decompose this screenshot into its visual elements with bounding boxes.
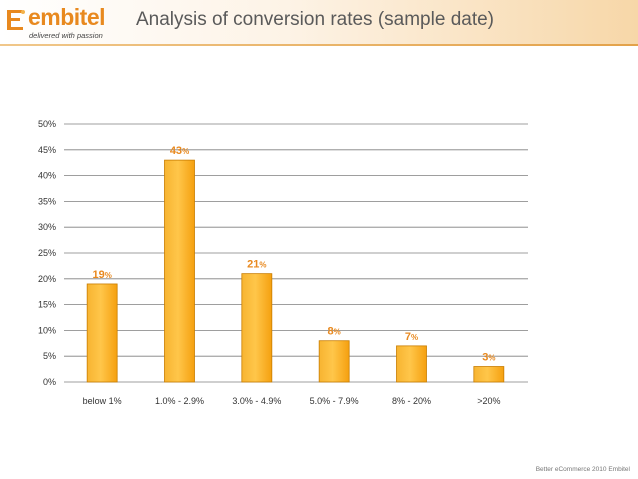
y-tick-label: 0% xyxy=(43,377,56,387)
data-label: 19% xyxy=(92,269,111,281)
bar xyxy=(473,366,505,383)
x-category-label: >20% xyxy=(477,396,500,406)
header-divider xyxy=(0,44,638,46)
bar xyxy=(164,159,195,383)
embitel-logo: embitel delivered with passion xyxy=(4,4,122,42)
data-label: 21% xyxy=(247,259,266,271)
data-label: 3% xyxy=(482,352,495,364)
x-category-label: 8% - 20% xyxy=(392,396,431,406)
logo-tagline: delivered with passion xyxy=(29,31,103,40)
x-category-label: 3.0% - 4.9% xyxy=(232,396,281,406)
x-category-label: below 1% xyxy=(83,396,122,406)
bar xyxy=(86,283,118,383)
embitel-logo-mark-icon xyxy=(7,10,25,30)
data-label: 8% xyxy=(328,326,341,338)
bar xyxy=(396,345,427,383)
y-tick-label: 35% xyxy=(38,196,56,206)
bar xyxy=(318,340,350,383)
y-tick-label: 15% xyxy=(38,300,56,310)
y-tick-label: 50% xyxy=(38,119,56,129)
y-tick-label: 25% xyxy=(38,248,56,258)
page-title: Analysis of conversion rates (sample dat… xyxy=(136,9,494,30)
y-tick-label: 20% xyxy=(38,274,56,284)
y-tick-label: 5% xyxy=(43,351,56,361)
y-tick-label: 45% xyxy=(38,145,56,155)
data-label: 43% xyxy=(170,145,189,157)
slide-header xyxy=(0,0,638,46)
logo-wordmark: embitel xyxy=(28,4,106,30)
y-tick-label: 10% xyxy=(38,325,56,335)
x-category-label: 1.0% - 2.9% xyxy=(155,396,204,406)
y-tick-label: 30% xyxy=(38,222,56,232)
y-tick-label: 40% xyxy=(38,171,56,181)
data-label: 7% xyxy=(405,331,418,343)
bar xyxy=(241,273,273,383)
x-category-label: 5.0% - 7.9% xyxy=(310,396,359,406)
footer-text: Better eCommerce 2010 Embitel xyxy=(535,466,630,473)
